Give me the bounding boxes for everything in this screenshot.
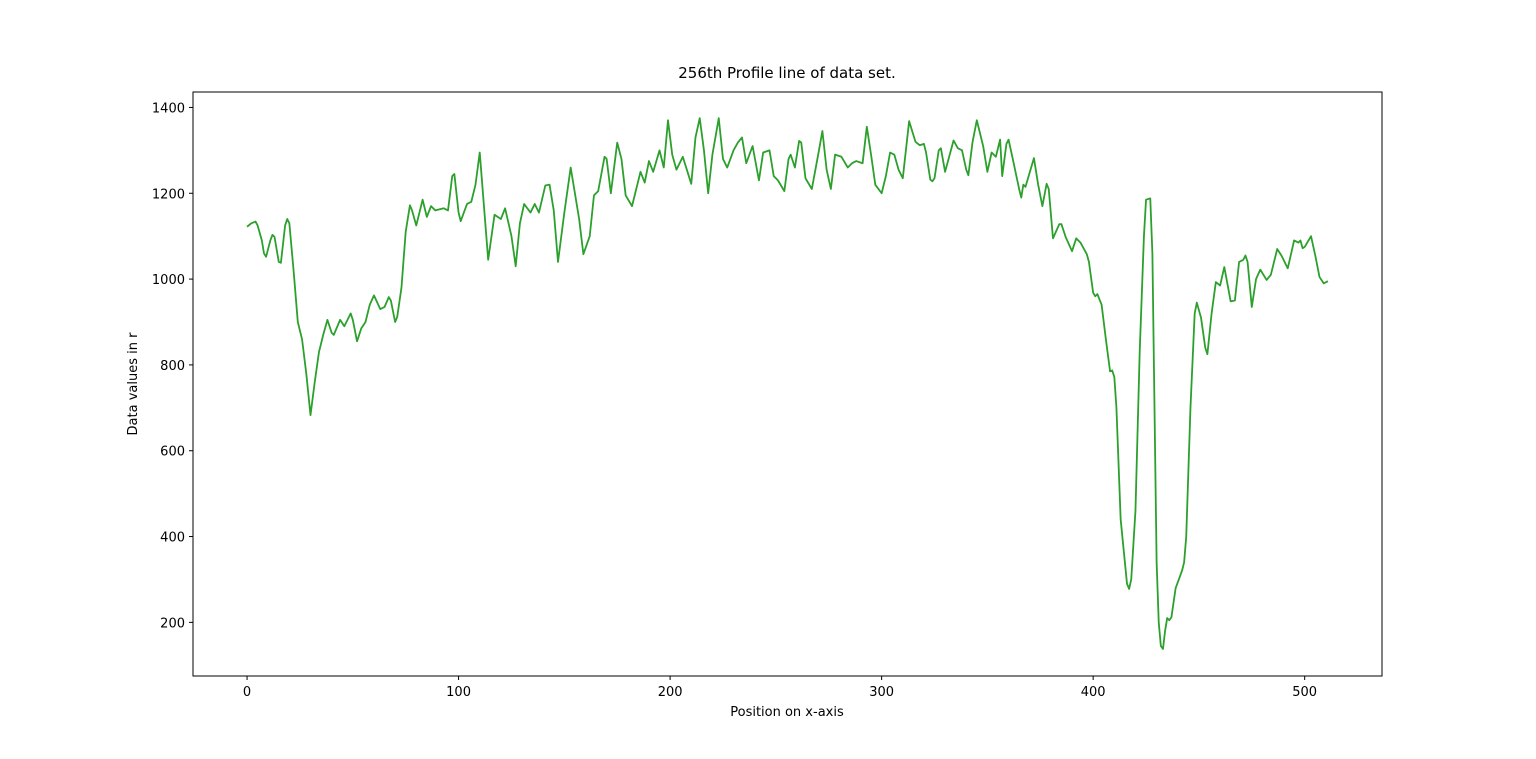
x-tick-label: 300	[869, 685, 894, 700]
y-tick-label: 200	[160, 616, 185, 631]
data-line	[246, 117, 1329, 650]
y-tick-label: 1000	[152, 273, 185, 288]
y-tick-label: 1400	[152, 101, 185, 116]
y-tick-label: 600	[160, 445, 185, 460]
y-tick-label: 1200	[152, 187, 185, 202]
plot-frame	[192, 91, 1383, 677]
x-tick-label: 100	[446, 685, 471, 700]
y-tick-label: 800	[160, 359, 185, 374]
chart-title: 256th Profile line of data set.	[678, 64, 896, 82]
x-tick-label: 0	[243, 685, 251, 700]
x-tick-label: 400	[1081, 685, 1106, 700]
x-tick-label: 200	[658, 685, 683, 700]
x-axis-label: Position on x-axis	[730, 705, 844, 720]
x-tick-label: 500	[1292, 685, 1317, 700]
y-tick-label: 400	[160, 531, 185, 546]
y-axis-label: Data values in r	[126, 332, 141, 436]
